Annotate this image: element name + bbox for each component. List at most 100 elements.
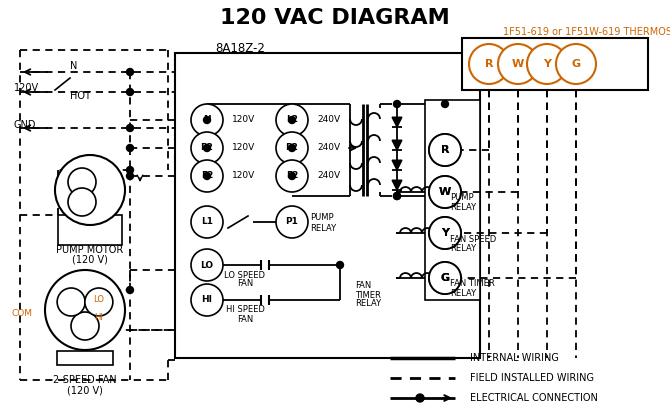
Circle shape bbox=[429, 176, 461, 208]
Circle shape bbox=[71, 312, 99, 340]
Text: N: N bbox=[203, 116, 211, 124]
Text: 8A18Z-2: 8A18Z-2 bbox=[215, 41, 265, 54]
Circle shape bbox=[289, 145, 295, 152]
Polygon shape bbox=[392, 117, 402, 127]
Text: LO SPEED: LO SPEED bbox=[224, 271, 265, 279]
Circle shape bbox=[127, 145, 133, 152]
Circle shape bbox=[191, 160, 223, 192]
Polygon shape bbox=[392, 160, 402, 170]
Bar bbox=[462, 38, 648, 90]
Text: P2: P2 bbox=[285, 143, 298, 153]
Text: PUMP: PUMP bbox=[310, 214, 334, 222]
Circle shape bbox=[45, 270, 125, 350]
Text: R: R bbox=[441, 145, 450, 155]
Text: P2: P2 bbox=[200, 143, 214, 153]
Text: GND: GND bbox=[14, 120, 36, 130]
Text: RELAY: RELAY bbox=[450, 243, 476, 253]
Text: FAN: FAN bbox=[237, 279, 253, 289]
Circle shape bbox=[289, 173, 295, 179]
Text: 2-SPEED FAN: 2-SPEED FAN bbox=[53, 375, 117, 385]
Circle shape bbox=[429, 134, 461, 166]
Text: INTERNAL WIRING: INTERNAL WIRING bbox=[470, 353, 559, 363]
Bar bbox=[175, 53, 480, 358]
Text: W: W bbox=[439, 187, 451, 197]
Circle shape bbox=[429, 262, 461, 294]
Circle shape bbox=[68, 188, 96, 216]
Text: FAN SPEED: FAN SPEED bbox=[450, 235, 496, 243]
Text: G: G bbox=[440, 273, 450, 283]
Circle shape bbox=[204, 145, 210, 152]
Circle shape bbox=[429, 262, 461, 294]
Text: RELAY: RELAY bbox=[310, 223, 336, 233]
Bar bbox=[425, 100, 480, 300]
Circle shape bbox=[276, 160, 308, 192]
Circle shape bbox=[191, 132, 223, 164]
Text: FAN: FAN bbox=[237, 316, 253, 324]
Text: G: G bbox=[572, 59, 581, 69]
Text: ELECTRICAL CONNECTION: ELECTRICAL CONNECTION bbox=[470, 393, 598, 403]
Polygon shape bbox=[392, 180, 402, 190]
Circle shape bbox=[127, 124, 133, 132]
Text: 120V: 120V bbox=[232, 143, 255, 153]
Text: G: G bbox=[440, 273, 450, 283]
Text: HOT: HOT bbox=[70, 91, 91, 101]
Text: PUMP: PUMP bbox=[450, 194, 474, 202]
Circle shape bbox=[127, 68, 133, 75]
Circle shape bbox=[191, 249, 223, 281]
Text: L1: L1 bbox=[201, 217, 213, 227]
Circle shape bbox=[442, 101, 448, 108]
Text: (120 V): (120 V) bbox=[72, 255, 108, 265]
Circle shape bbox=[429, 176, 461, 208]
Text: 120V: 120V bbox=[232, 116, 255, 124]
Text: FIELD INSTALLED WIRING: FIELD INSTALLED WIRING bbox=[470, 373, 594, 383]
Text: FAN TIMER: FAN TIMER bbox=[450, 279, 494, 289]
Text: W: W bbox=[439, 187, 451, 197]
Circle shape bbox=[393, 192, 401, 199]
Circle shape bbox=[127, 173, 133, 179]
Circle shape bbox=[127, 287, 133, 293]
Circle shape bbox=[191, 206, 223, 238]
Circle shape bbox=[276, 132, 308, 164]
Text: TIMER: TIMER bbox=[355, 290, 381, 300]
Text: L2: L2 bbox=[286, 116, 298, 124]
Text: Y: Y bbox=[441, 228, 449, 238]
Circle shape bbox=[127, 166, 133, 173]
Circle shape bbox=[527, 44, 567, 84]
Circle shape bbox=[85, 288, 113, 316]
Circle shape bbox=[416, 394, 424, 402]
Text: P1: P1 bbox=[285, 217, 298, 227]
Circle shape bbox=[393, 101, 401, 108]
Text: HI: HI bbox=[202, 295, 212, 305]
Circle shape bbox=[127, 88, 133, 96]
Text: RELAY: RELAY bbox=[450, 202, 476, 212]
Circle shape bbox=[68, 168, 96, 196]
Text: HI SPEED: HI SPEED bbox=[226, 305, 265, 315]
Text: 1F51-619 or 1F51W-619 THERMOSTAT: 1F51-619 or 1F51W-619 THERMOSTAT bbox=[503, 27, 670, 37]
Text: Y: Y bbox=[543, 59, 551, 69]
Circle shape bbox=[393, 192, 401, 199]
Text: 120 VAC DIAGRAM: 120 VAC DIAGRAM bbox=[220, 8, 450, 28]
Text: RELAY: RELAY bbox=[355, 300, 381, 308]
Text: N: N bbox=[70, 61, 77, 71]
Text: HI: HI bbox=[94, 313, 103, 323]
FancyBboxPatch shape bbox=[58, 215, 122, 245]
Text: F2: F2 bbox=[286, 171, 298, 181]
Circle shape bbox=[55, 155, 125, 225]
Text: 240V: 240V bbox=[317, 116, 340, 124]
Circle shape bbox=[556, 44, 596, 84]
Circle shape bbox=[57, 288, 85, 316]
Text: 120V: 120V bbox=[232, 171, 255, 181]
Polygon shape bbox=[392, 140, 402, 150]
Text: R: R bbox=[441, 145, 450, 155]
Circle shape bbox=[191, 104, 223, 136]
Circle shape bbox=[204, 116, 210, 124]
Circle shape bbox=[276, 104, 308, 136]
Circle shape bbox=[204, 173, 210, 179]
Text: 240V: 240V bbox=[317, 143, 340, 153]
Text: Y: Y bbox=[441, 228, 449, 238]
Text: COM: COM bbox=[12, 308, 33, 318]
Circle shape bbox=[336, 261, 344, 269]
Text: PUMP MOTOR: PUMP MOTOR bbox=[56, 245, 124, 255]
Circle shape bbox=[498, 44, 538, 84]
Text: FAN: FAN bbox=[355, 282, 371, 290]
